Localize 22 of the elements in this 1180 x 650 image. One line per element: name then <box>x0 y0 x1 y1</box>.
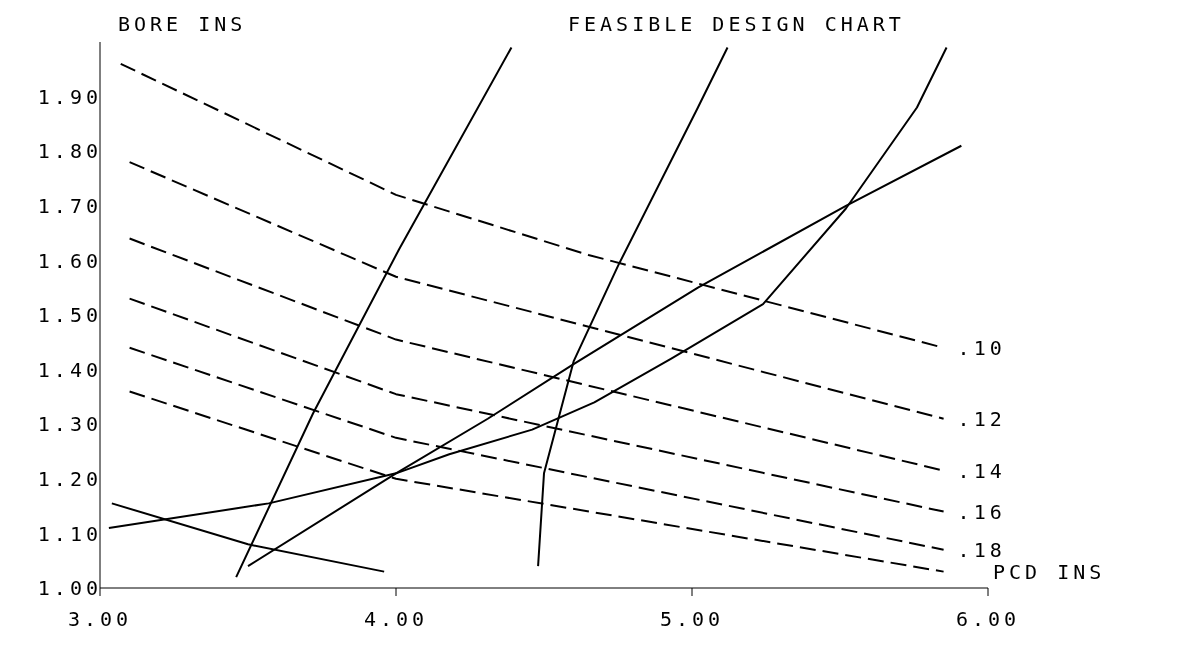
x-tick-label: 5.00 <box>659 607 725 632</box>
y-tick-label: 1.20 <box>37 466 102 491</box>
y-tick-label: 1.10 <box>37 521 102 546</box>
y-axis-title: BORE INS <box>118 12 247 36</box>
x-axis-title: PCD INS <box>993 560 1106 584</box>
x-tick-label: 6.00 <box>955 607 1021 632</box>
series-label: .16 <box>957 499 1006 524</box>
series-label: .18 <box>957 537 1006 562</box>
y-tick-label: 1.00 <box>37 576 102 601</box>
chart-title: FEASIBLE DESIGN CHART <box>568 12 905 36</box>
y-tick-label: 1.50 <box>37 303 102 328</box>
y-tick-label: 1.70 <box>37 193 102 218</box>
y-tick-label: 1.30 <box>37 412 102 437</box>
x-tick-label: 3.00 <box>67 607 133 632</box>
y-tick-label: 1.60 <box>37 248 102 273</box>
y-tick-label: 1.90 <box>37 84 102 109</box>
x-tick-label: 4.00 <box>363 607 429 632</box>
y-tick-label: 1.80 <box>37 139 102 164</box>
series-label: .12 <box>957 406 1006 431</box>
y-tick-label: 1.40 <box>37 357 102 382</box>
series-label: .14 <box>957 458 1006 483</box>
series-label: .10 <box>957 335 1006 360</box>
